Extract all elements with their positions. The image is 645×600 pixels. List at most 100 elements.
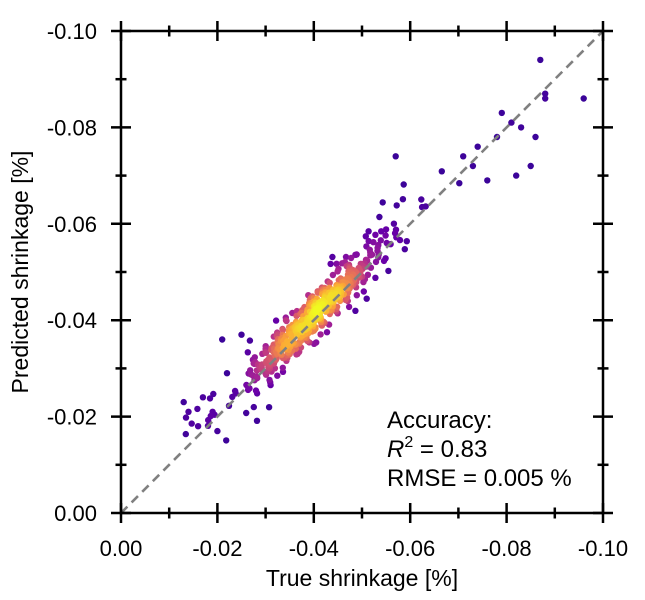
scatter-point <box>498 109 505 117</box>
scatter-point <box>279 364 286 371</box>
scatter-point <box>360 288 367 295</box>
scatter-point <box>194 423 202 430</box>
scatter-point <box>219 336 226 343</box>
scatter-point <box>262 349 270 356</box>
scatter-point <box>362 233 369 240</box>
scatter-point <box>279 326 287 334</box>
scatter-point <box>329 253 336 261</box>
scatter-point <box>474 143 481 150</box>
scatter-point <box>513 172 520 179</box>
scatter-point <box>532 133 539 141</box>
scatter-point <box>182 414 190 421</box>
scatter-point <box>207 412 214 420</box>
tick-labels: 0.00 -0.02 -0.04 -0.06 -0.08 -0.10 0.00 -0.02 -0… <box>47 19 628 561</box>
scatter-point <box>326 279 333 286</box>
scatter-point <box>210 390 217 398</box>
scatter-point <box>372 274 379 281</box>
x-axis-label: True shrinkage [%] <box>266 565 458 591</box>
identity-reference-line <box>120 30 604 514</box>
scatter-point <box>353 251 360 258</box>
scatter-point <box>380 257 388 265</box>
scatter-point <box>272 317 280 324</box>
scatter-point <box>326 294 333 301</box>
scatter-point <box>244 349 251 356</box>
scatter-point <box>293 351 300 358</box>
scatter-point <box>390 220 398 227</box>
accuracy-annotation: Accuracy: R2 = 0.83 RMSE = 0.005 % <box>387 407 572 492</box>
scatter-point <box>253 373 261 380</box>
scatter-point <box>382 232 389 239</box>
scatter-point <box>374 247 381 255</box>
scatter-point <box>418 203 426 211</box>
scatter-point <box>206 395 214 402</box>
scatter-point <box>345 303 353 311</box>
scatter-point <box>185 408 192 415</box>
r2-value: = 0.83 <box>413 436 487 463</box>
scatter-point <box>367 252 374 259</box>
x-tick-label: -0.02 <box>192 536 242 561</box>
scatter-point <box>317 331 324 338</box>
axis-ticks <box>111 21 613 523</box>
scatter-point <box>285 340 292 347</box>
scatter-point <box>271 365 279 372</box>
scatter-point <box>456 180 463 187</box>
scatter-point <box>214 427 221 435</box>
annotation-accuracy-heading: Accuracy: <box>387 407 492 434</box>
y-tick-label: -0.08 <box>47 115 97 140</box>
y-tick-label: -0.06 <box>47 212 97 237</box>
scatter-point <box>400 181 407 188</box>
scatter-point <box>194 405 201 413</box>
scatter-point <box>180 398 187 406</box>
scatter-point <box>253 417 261 424</box>
scatter-point <box>372 231 379 238</box>
scatter-point <box>250 403 257 411</box>
r2-exponent: 2 <box>404 434 413 451</box>
x-tick-label: -0.04 <box>289 536 339 561</box>
x-tick-label: 0.00 <box>100 536 143 561</box>
scatter-point <box>365 228 372 235</box>
scatter-point <box>469 162 477 170</box>
scatter-point <box>266 376 273 384</box>
scatter-point <box>403 238 410 245</box>
scatter-point <box>508 119 515 126</box>
scatter-point <box>363 295 370 302</box>
x-tick-label: -0.10 <box>578 536 628 561</box>
scatter-point <box>401 246 408 253</box>
scatter-point <box>182 430 189 438</box>
scatter-point <box>223 437 230 444</box>
scatter-point <box>265 404 273 411</box>
scatter-point <box>274 372 281 379</box>
scatter-point <box>327 260 334 268</box>
scatter-point <box>334 268 341 275</box>
y-tick-label: -0.04 <box>47 308 97 333</box>
scatter-point <box>382 226 390 233</box>
scatter-point <box>347 254 355 262</box>
annotation-rmse: RMSE = 0.005 % <box>387 465 572 492</box>
scatter-point <box>310 340 318 347</box>
y-tick-label: -0.10 <box>47 19 97 44</box>
scatter-point <box>246 337 254 344</box>
scatter-point <box>314 306 322 313</box>
scatter-point <box>527 162 534 170</box>
scatter-point <box>370 239 377 246</box>
x-tick-label: -0.08 <box>482 536 532 561</box>
scatter-point <box>517 124 525 131</box>
scatter-point <box>329 271 337 279</box>
scatter-point <box>376 213 383 221</box>
scatter-points <box>180 56 587 444</box>
y-tick-label: -0.02 <box>47 405 97 430</box>
scatter-point <box>378 228 385 235</box>
y-tick-label: 0.00 <box>54 501 97 526</box>
scatter-point <box>484 177 491 184</box>
scatter-point <box>352 307 359 314</box>
scatter-point <box>542 90 549 97</box>
scatter-point <box>199 394 207 401</box>
scatter-point <box>580 95 587 102</box>
r2-symbol: R <box>387 436 404 463</box>
scatter-point <box>283 317 290 325</box>
scatter-point <box>353 292 360 299</box>
y-axis-label: Predicted shrinkage [%] <box>7 151 33 394</box>
scatter-point <box>243 409 250 417</box>
scatter-point <box>323 329 331 336</box>
